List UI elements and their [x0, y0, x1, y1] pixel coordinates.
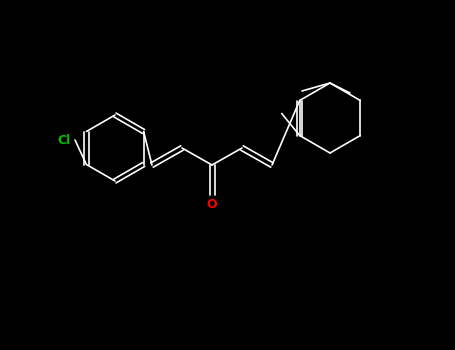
- Text: O: O: [207, 198, 217, 211]
- Text: Cl: Cl: [57, 133, 70, 147]
